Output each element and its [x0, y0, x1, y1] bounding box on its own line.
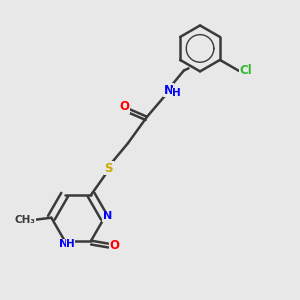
- Text: N: N: [58, 239, 68, 249]
- Text: N: N: [103, 211, 112, 221]
- Text: Cl: Cl: [239, 64, 252, 77]
- Text: O: O: [120, 100, 130, 113]
- Text: N: N: [164, 84, 174, 97]
- Text: S: S: [104, 162, 113, 175]
- Text: H: H: [172, 88, 181, 98]
- Text: O: O: [110, 238, 120, 252]
- Text: CH₃: CH₃: [14, 215, 35, 225]
- Text: H: H: [66, 239, 75, 249]
